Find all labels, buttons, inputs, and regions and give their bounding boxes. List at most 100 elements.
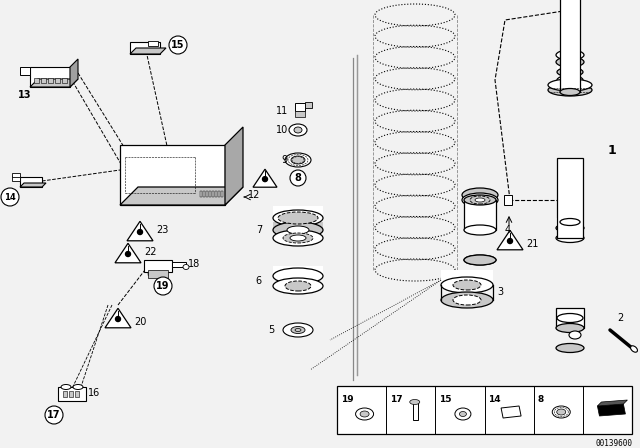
Ellipse shape	[441, 292, 493, 308]
Ellipse shape	[356, 408, 374, 420]
Bar	[34, 78, 39, 83]
Circle shape	[45, 406, 63, 424]
Bar	[212, 191, 214, 197]
Bar	[148, 41, 158, 46]
Bar	[58, 387, 86, 401]
Ellipse shape	[630, 346, 637, 352]
Text: 6: 6	[256, 276, 262, 286]
Text: 5: 5	[268, 325, 274, 335]
Bar	[20, 177, 42, 187]
Polygon shape	[253, 169, 277, 187]
Bar	[218, 191, 220, 197]
Ellipse shape	[289, 124, 307, 136]
Text: 17: 17	[47, 410, 61, 420]
Polygon shape	[105, 308, 131, 328]
Ellipse shape	[453, 280, 481, 290]
Circle shape	[125, 251, 131, 257]
Bar	[273, 206, 323, 218]
Polygon shape	[70, 59, 78, 87]
Ellipse shape	[464, 225, 496, 235]
Ellipse shape	[273, 278, 323, 294]
Text: 20: 20	[134, 317, 147, 327]
Ellipse shape	[273, 230, 323, 246]
Polygon shape	[115, 243, 141, 263]
Ellipse shape	[278, 212, 318, 224]
Text: 19: 19	[156, 281, 170, 291]
Ellipse shape	[548, 84, 592, 96]
Bar	[209, 191, 211, 197]
Text: 7: 7	[256, 225, 262, 235]
Text: 15: 15	[172, 40, 185, 50]
Bar	[12, 173, 20, 177]
Bar	[556, 55, 584, 62]
Text: 1: 1	[608, 143, 617, 156]
Ellipse shape	[295, 328, 301, 332]
Ellipse shape	[557, 76, 583, 85]
Polygon shape	[130, 48, 166, 54]
Text: 22: 22	[144, 247, 157, 257]
Polygon shape	[30, 79, 78, 87]
Text: 2: 2	[617, 313, 623, 323]
Bar	[172, 262, 186, 267]
Bar	[200, 191, 202, 197]
Bar	[295, 111, 305, 117]
Ellipse shape	[183, 264, 189, 270]
Ellipse shape	[548, 79, 592, 91]
Bar	[62, 78, 67, 83]
Bar	[69, 391, 73, 397]
Ellipse shape	[556, 344, 584, 353]
Ellipse shape	[464, 255, 496, 265]
Bar	[203, 191, 205, 197]
Ellipse shape	[462, 193, 498, 207]
Ellipse shape	[557, 314, 583, 323]
Ellipse shape	[557, 409, 566, 415]
Text: 23: 23	[156, 225, 168, 235]
Circle shape	[1, 188, 19, 206]
Text: 16: 16	[88, 388, 100, 398]
Ellipse shape	[273, 268, 323, 284]
Text: 8: 8	[538, 396, 544, 405]
Ellipse shape	[291, 327, 305, 333]
Circle shape	[262, 177, 268, 181]
Polygon shape	[497, 230, 523, 250]
Bar	[130, 42, 160, 54]
Ellipse shape	[73, 384, 83, 389]
Bar	[148, 270, 168, 278]
Bar	[464, 200, 496, 230]
Ellipse shape	[273, 222, 323, 238]
Bar	[63, 391, 67, 397]
Bar	[48, 78, 53, 83]
Ellipse shape	[556, 57, 584, 67]
Bar	[462, 190, 498, 195]
Ellipse shape	[285, 281, 311, 291]
Ellipse shape	[441, 277, 493, 293]
Bar	[305, 102, 312, 108]
Bar	[273, 222, 323, 230]
Ellipse shape	[556, 323, 584, 332]
Ellipse shape	[455, 408, 471, 420]
Ellipse shape	[360, 411, 369, 417]
Bar	[55, 78, 60, 83]
Ellipse shape	[290, 235, 306, 241]
Bar	[215, 191, 217, 197]
Ellipse shape	[273, 210, 323, 226]
Ellipse shape	[283, 233, 313, 243]
Ellipse shape	[552, 406, 570, 418]
Text: 10: 10	[276, 125, 288, 135]
Text: 8: 8	[294, 173, 301, 183]
Text: 4: 4	[505, 225, 511, 235]
Bar	[556, 218, 584, 228]
Bar	[221, 191, 223, 197]
Bar	[413, 402, 418, 420]
Bar	[295, 103, 305, 111]
Bar	[556, 308, 584, 328]
Ellipse shape	[560, 89, 580, 95]
Bar	[144, 260, 172, 272]
Polygon shape	[120, 187, 243, 205]
Bar	[557, 64, 583, 72]
Bar	[41, 78, 46, 83]
Ellipse shape	[61, 384, 71, 389]
Ellipse shape	[556, 233, 584, 242]
Circle shape	[138, 229, 143, 234]
Ellipse shape	[556, 224, 584, 233]
